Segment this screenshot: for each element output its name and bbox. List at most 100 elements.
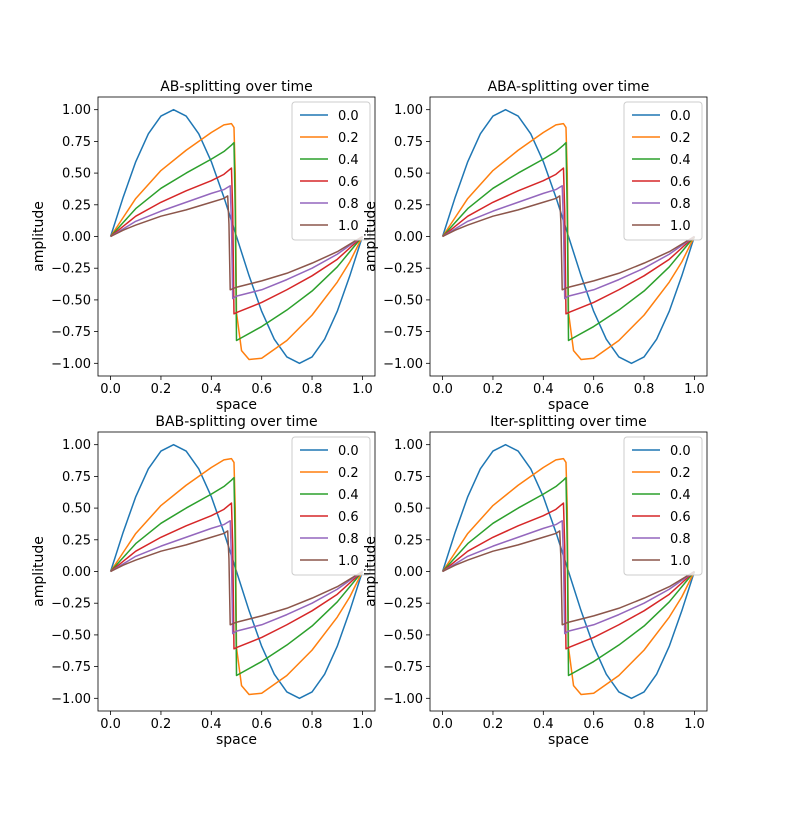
legend-label: 0.2 — [670, 131, 691, 146]
series-line-0-4 — [442, 476, 695, 677]
x-tick-label: 0.0 — [100, 717, 121, 732]
y-tick-label: −0.75 — [383, 325, 423, 340]
legend: 0.0 0.2 0.4 0.6 0.8 1.0 — [291, 436, 371, 576]
y-tick-label: 0.00 — [394, 565, 423, 580]
y-tick-label: 1.00 — [394, 438, 423, 453]
y-tick-label: −0.25 — [383, 262, 423, 277]
legend-label: 0.4 — [670, 153, 691, 168]
series-line-1-0 — [110, 195, 363, 291]
y-tick-label: −1.00 — [51, 357, 91, 372]
series-line-0-6 — [110, 502, 363, 650]
series-line-0-4 — [110, 141, 363, 342]
y-tick-label: 0.00 — [394, 230, 423, 245]
legend-label: 0.4 — [670, 488, 691, 503]
x-axis-label: space — [216, 732, 257, 748]
y-tick-label: −0.75 — [51, 660, 91, 675]
legend-label: 0.0 — [670, 109, 691, 124]
legend-label: 0.2 — [338, 466, 359, 481]
legend-label: 1.0 — [338, 219, 359, 234]
legend-label: 0.6 — [338, 510, 359, 525]
x-axis-label: space — [216, 397, 257, 413]
series-line-0-8 — [442, 185, 695, 300]
x-tick-label: 0.2 — [483, 717, 504, 732]
y-tick-label: 0.25 — [62, 533, 91, 548]
y-tick-label: 0.00 — [62, 565, 91, 580]
y-tick-label: 0.25 — [394, 533, 423, 548]
legend-label: 0.8 — [670, 197, 691, 212]
y-tick-label: 0.25 — [62, 198, 91, 213]
x-tick-label: 0.8 — [302, 717, 323, 732]
y-tick-label: −0.50 — [383, 293, 423, 308]
y-tick-label: −0.75 — [383, 660, 423, 675]
legend-label: 0.6 — [338, 175, 359, 190]
subplot-ab-splitting: AB-splitting over time space amplitude 0… — [31, 79, 376, 413]
x-tick-label: 0.6 — [251, 382, 272, 397]
legend-label: 0.0 — [338, 444, 359, 459]
y-tick-label: −1.00 — [383, 357, 423, 372]
y-tick-label: 0.00 — [62, 230, 91, 245]
x-axis-label: space — [548, 732, 589, 748]
legend-label: 0.4 — [338, 488, 359, 503]
x-tick-label: 0.2 — [483, 382, 504, 397]
series-line-0-8 — [110, 185, 363, 300]
legend: 0.0 0.2 0.4 0.6 0.8 1.0 — [291, 101, 371, 241]
legend-label: 0.6 — [670, 510, 691, 525]
legend-label: 0.6 — [670, 175, 691, 190]
chart-title: AB-splitting over time — [160, 79, 313, 95]
chart-title: ABA-splitting over time — [488, 79, 650, 95]
y-tick-label: 0.75 — [394, 470, 423, 485]
y-tick-label: −1.00 — [51, 692, 91, 707]
subplot-aba-splitting: ABA-splitting over time space amplitude … — [363, 79, 708, 413]
x-tick-label: 0.8 — [302, 382, 323, 397]
series-group — [109, 443, 364, 700]
y-axis-label: amplitude — [31, 536, 47, 607]
legend-label: 1.0 — [338, 554, 359, 569]
x-tick-label: 0.8 — [634, 382, 655, 397]
x-tick-label: 0.0 — [100, 382, 121, 397]
y-axis-label: amplitude — [363, 201, 379, 272]
x-tick-label: 0.4 — [533, 717, 554, 732]
x-axis-label: space — [548, 397, 589, 413]
y-tick-label: −0.25 — [51, 597, 91, 612]
series-line-1-0 — [442, 530, 695, 626]
legend-label: 0.4 — [338, 153, 359, 168]
x-tick-label: 0.2 — [151, 382, 172, 397]
legend-label: 1.0 — [670, 219, 691, 234]
y-tick-label: 0.50 — [62, 167, 91, 182]
x-tick-label: 0.6 — [251, 717, 272, 732]
y-tick-label: −0.75 — [51, 325, 91, 340]
legend-label: 0.2 — [670, 466, 691, 481]
series-group — [441, 108, 696, 365]
legend-label: 0.8 — [338, 532, 359, 547]
subplot-bab-splitting: BAB-splitting over time space amplitude … — [31, 414, 376, 748]
legend: 0.0 0.2 0.4 0.6 0.8 1.0 — [623, 101, 703, 241]
y-tick-label: 0.75 — [62, 135, 91, 150]
y-tick-label: 0.50 — [394, 502, 423, 517]
y-tick-label: 0.50 — [394, 167, 423, 182]
y-tick-label: 1.00 — [62, 103, 91, 118]
x-tick-label: 0.4 — [533, 382, 554, 397]
x-tick-label: 1.0 — [352, 717, 373, 732]
y-axis-label: amplitude — [31, 201, 47, 272]
y-tick-label: 1.00 — [62, 438, 91, 453]
y-tick-label: −0.50 — [51, 293, 91, 308]
x-tick-label: 1.0 — [684, 382, 705, 397]
y-tick-label: −0.50 — [51, 628, 91, 643]
y-tick-label: −0.50 — [383, 628, 423, 643]
series-line-0-8 — [110, 520, 363, 635]
y-tick-label: 0.25 — [394, 198, 423, 213]
x-tick-label: 0.4 — [201, 382, 222, 397]
series-line-0-8 — [442, 520, 695, 635]
subplot-iter-splitting: Iter-splitting over time space amplitude… — [363, 414, 708, 748]
x-tick-label: 0.4 — [201, 717, 222, 732]
y-axis-label: amplitude — [363, 536, 379, 607]
x-tick-label: 0.0 — [432, 717, 453, 732]
x-tick-label: 0.6 — [583, 382, 604, 397]
x-tick-label: 0.8 — [634, 717, 655, 732]
series-line-1-0 — [442, 195, 695, 291]
x-tick-label: 0.2 — [151, 717, 172, 732]
series-line-0-6 — [110, 167, 363, 315]
series-line-0-6 — [442, 167, 695, 315]
y-tick-label: 0.50 — [62, 502, 91, 517]
